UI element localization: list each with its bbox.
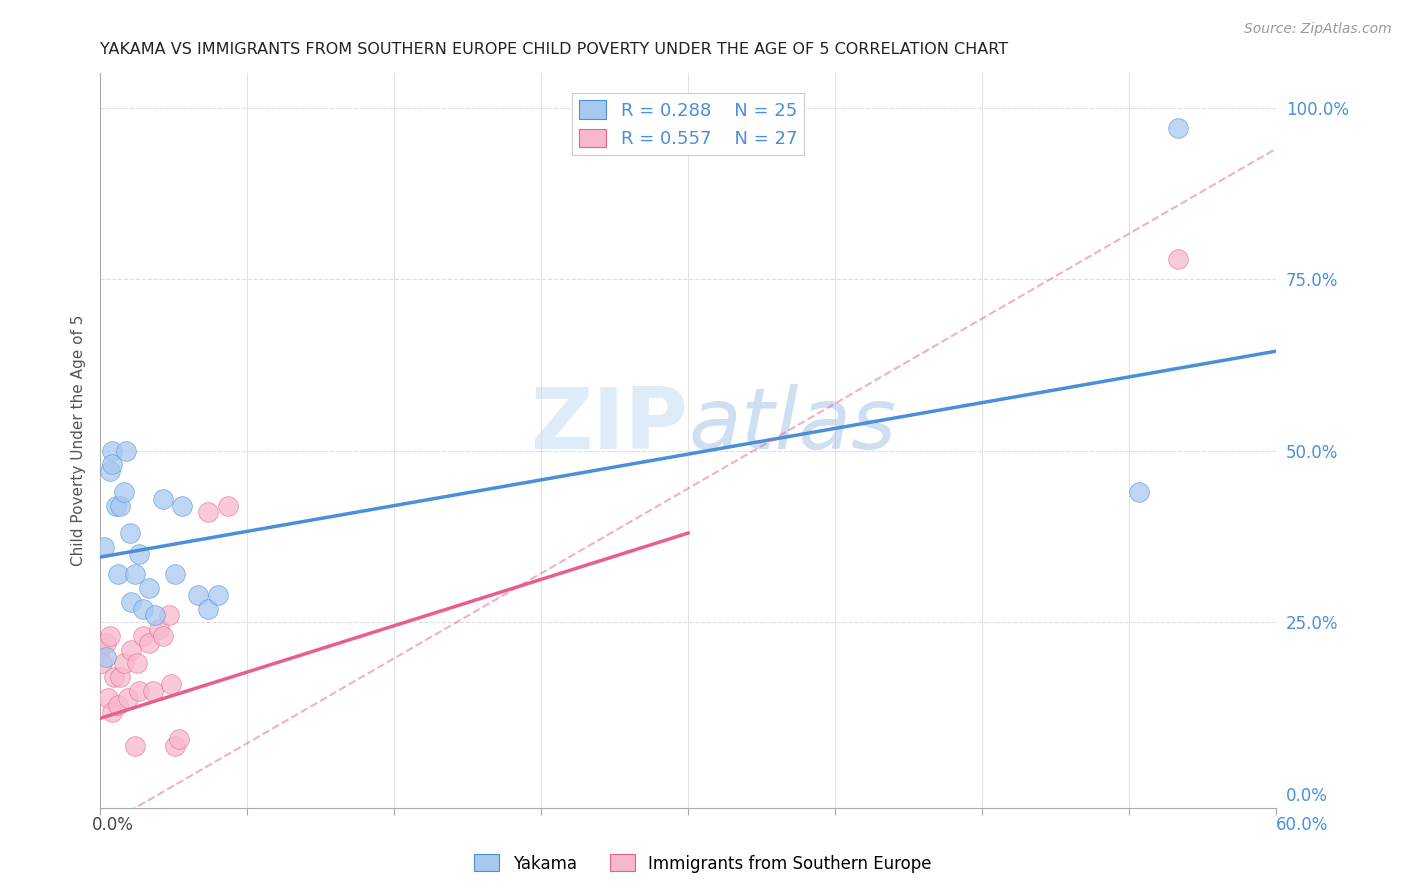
Point xyxy=(127,657,149,671)
Point xyxy=(101,443,124,458)
Point xyxy=(152,629,174,643)
Point xyxy=(91,657,114,671)
Point xyxy=(89,642,111,657)
Y-axis label: Child Poverty Under the Age of 5: Child Poverty Under the Age of 5 xyxy=(72,315,86,566)
Point xyxy=(94,636,117,650)
Point xyxy=(114,443,136,458)
Point xyxy=(112,657,135,671)
Point xyxy=(112,484,135,499)
Point xyxy=(132,601,155,615)
Point xyxy=(104,499,127,513)
Legend: R = 0.288    N = 25, R = 0.557    N = 27: R = 0.288 N = 25, R = 0.557 N = 27 xyxy=(572,94,804,155)
Point xyxy=(108,670,131,684)
Point xyxy=(101,458,124,472)
Point xyxy=(152,491,174,506)
Text: Source: ZipAtlas.com: Source: ZipAtlas.com xyxy=(1244,22,1392,37)
Point xyxy=(159,677,181,691)
Point xyxy=(142,684,165,698)
Point xyxy=(97,690,120,705)
Point xyxy=(187,588,209,602)
Point xyxy=(1128,484,1150,499)
Point xyxy=(103,670,125,684)
Point xyxy=(163,567,186,582)
Point xyxy=(1167,121,1189,136)
Point xyxy=(94,649,117,664)
Point xyxy=(163,739,186,753)
Point xyxy=(157,608,180,623)
Point xyxy=(207,588,229,602)
Point xyxy=(197,506,219,520)
Point xyxy=(121,642,143,657)
Point xyxy=(143,608,166,623)
Text: ZIP: ZIP xyxy=(530,384,688,467)
Point xyxy=(118,526,141,541)
Point xyxy=(98,464,121,478)
Point xyxy=(1167,252,1189,266)
Text: atlas: atlas xyxy=(688,384,896,467)
Legend: Yakama, Immigrants from Southern Europe: Yakama, Immigrants from Southern Europe xyxy=(468,847,938,880)
Point xyxy=(124,567,146,582)
Point xyxy=(138,581,160,595)
Point xyxy=(124,739,146,753)
Point xyxy=(107,698,129,712)
Point xyxy=(217,499,239,513)
Point xyxy=(197,601,219,615)
Point xyxy=(138,636,160,650)
Point xyxy=(101,705,124,719)
Text: 0.0%: 0.0% xyxy=(91,816,134,834)
Point xyxy=(148,622,170,636)
Point xyxy=(98,629,121,643)
Point xyxy=(132,629,155,643)
Point xyxy=(107,567,129,582)
Point xyxy=(128,547,150,561)
Point xyxy=(117,690,139,705)
Point xyxy=(172,499,194,513)
Point xyxy=(108,499,131,513)
Text: 60.0%: 60.0% xyxy=(1277,816,1329,834)
Point xyxy=(128,684,150,698)
Point xyxy=(93,540,115,554)
Point xyxy=(121,595,143,609)
Point xyxy=(167,731,190,746)
Text: YAKAMA VS IMMIGRANTS FROM SOUTHERN EUROPE CHILD POVERTY UNDER THE AGE OF 5 CORRE: YAKAMA VS IMMIGRANTS FROM SOUTHERN EUROP… xyxy=(100,42,1008,57)
